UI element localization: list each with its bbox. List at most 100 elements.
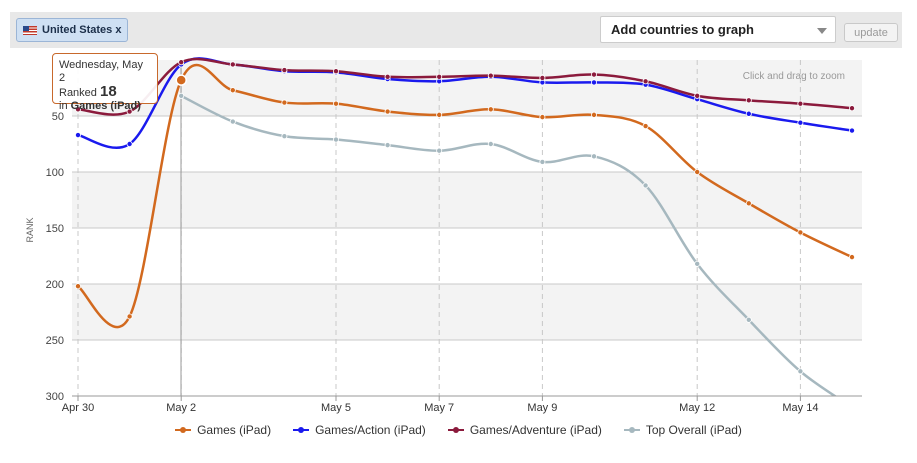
- data-point[interactable]: [281, 67, 288, 74]
- country-chip-united-states[interactable]: United States x: [16, 18, 129, 42]
- update-button[interactable]: update: [844, 23, 898, 42]
- x-tick-label: May 12: [679, 402, 715, 414]
- data-point[interactable]: [126, 313, 133, 320]
- tooltip-date: Wednesday, May 2: [59, 59, 143, 84]
- legend-label: Games/Action (iPad): [315, 423, 426, 437]
- data-point[interactable]: [487, 140, 494, 147]
- data-point[interactable]: [849, 254, 856, 261]
- data-point[interactable]: [539, 114, 546, 121]
- data-point[interactable]: [75, 283, 82, 290]
- data-point[interactable]: [126, 140, 133, 147]
- legend-item[interactable]: Games/Adventure (iPad): [447, 423, 602, 437]
- data-point[interactable]: [745, 110, 752, 117]
- data-point[interactable]: [745, 200, 752, 207]
- chart-legend: Games (iPad) Games/Action (iPad) Games/Adv…: [0, 423, 917, 437]
- legend-label: Games/Adventure (iPad): [469, 423, 602, 437]
- data-point[interactable]: [75, 106, 82, 113]
- hover-point: [175, 74, 187, 86]
- data-point[interactable]: [642, 123, 649, 130]
- x-tick-label: May 14: [782, 402, 818, 414]
- plot-band: [72, 172, 862, 228]
- plot-band: [72, 284, 862, 340]
- data-point[interactable]: [384, 142, 391, 149]
- x-tick-label: May 2: [166, 402, 196, 414]
- data-point[interactable]: [797, 100, 804, 107]
- data-point[interactable]: [591, 71, 598, 78]
- series-top-overall-ipad[interactable]: [178, 92, 852, 407]
- tooltip-ranked-label: Ranked: [59, 87, 97, 99]
- y-tick-label: 100: [46, 167, 64, 179]
- data-point[interactable]: [75, 132, 82, 139]
- data-point[interactable]: [281, 133, 288, 140]
- legend-item[interactable]: Games (iPad): [175, 423, 271, 437]
- data-point[interactable]: [384, 108, 391, 115]
- data-point[interactable]: [591, 79, 598, 86]
- legend-marker-icon: [293, 426, 310, 434]
- legend-label: Top Overall (iPad): [645, 423, 742, 437]
- legend-item[interactable]: Games/Action (iPad): [293, 423, 426, 437]
- filter-bar: United States x Add countries to graph u…: [10, 12, 902, 48]
- data-point[interactable]: [849, 105, 856, 112]
- plot-band: [72, 116, 862, 172]
- data-point[interactable]: [745, 316, 752, 323]
- plot-band: [72, 228, 862, 284]
- legend-item[interactable]: Top Overall (iPad): [623, 423, 742, 437]
- x-tick-labels: Apr 30 May 2 May 5 May 7 May 9 May 12 May 14: [62, 402, 819, 414]
- add-countries-select[interactable]: Add countries to graph: [600, 16, 836, 43]
- data-point[interactable]: [849, 127, 856, 134]
- series-games-ipad[interactable]: [75, 63, 856, 329]
- data-point[interactable]: [745, 97, 752, 104]
- data-point[interactable]: [229, 61, 236, 68]
- data-point[interactable]: [229, 118, 236, 125]
- y-tick-labels: 50 100 150 200 250 300: [46, 111, 64, 403]
- data-point[interactable]: [642, 78, 649, 85]
- y-tick-label: 200: [46, 279, 64, 291]
- data-point[interactable]: [642, 182, 649, 189]
- y-axis-label: RANK: [25, 217, 35, 242]
- tooltip-category: Games (iPad): [70, 100, 141, 112]
- data-point[interactable]: [591, 111, 598, 118]
- data-point[interactable]: [797, 368, 804, 375]
- legend-marker-icon: [175, 426, 192, 434]
- chevron-down-icon: [817, 28, 827, 34]
- legend-marker-icon: [447, 426, 464, 434]
- data-point[interactable]: [229, 87, 236, 94]
- series-lines: [75, 57, 856, 407]
- data-point[interactable]: [539, 74, 546, 81]
- y-tick-label: 50: [52, 111, 64, 123]
- data-point[interactable]: [436, 111, 443, 118]
- data-point[interactable]: [178, 59, 185, 66]
- us-flag-icon: [23, 25, 37, 35]
- data-point[interactable]: [436, 147, 443, 154]
- y-tick-label: 250: [46, 335, 64, 347]
- data-point[interactable]: [384, 73, 391, 80]
- data-point[interactable]: [591, 153, 598, 160]
- tooltip: Wednesday, May 2 Ranked 18 in Games (iPa…: [52, 53, 158, 112]
- add-countries-select-value: Add countries to graph: [611, 22, 754, 37]
- data-point[interactable]: [126, 108, 133, 115]
- data-point[interactable]: [487, 72, 494, 79]
- data-point[interactable]: [178, 92, 185, 99]
- data-point[interactable]: [332, 68, 339, 75]
- country-chip-label: United States x: [42, 24, 122, 36]
- data-point[interactable]: [332, 100, 339, 107]
- zoom-hint: Click and drag to zoom: [743, 71, 845, 82]
- data-point[interactable]: [797, 119, 804, 126]
- data-point[interactable]: [436, 73, 443, 80]
- x-tick-label: May 7: [424, 402, 454, 414]
- plot-bands: [72, 60, 862, 396]
- data-point[interactable]: [694, 92, 701, 99]
- data-point[interactable]: [539, 158, 546, 165]
- legend-label: Games (iPad): [197, 423, 272, 437]
- data-point[interactable]: [694, 168, 701, 175]
- data-point[interactable]: [797, 229, 804, 236]
- y-tick-label: 150: [46, 223, 64, 235]
- series-games-adventure-ipad[interactable]: [75, 57, 856, 116]
- data-point[interactable]: [487, 106, 494, 113]
- rank-chart[interactable]: 50 100 150 200 250 300 Apr 30 May 2 May 5 May 7 M…: [0, 0, 917, 420]
- data-point[interactable]: [332, 136, 339, 143]
- x-tick-label: May 5: [321, 402, 351, 414]
- legend-marker-icon: [623, 426, 640, 434]
- data-point[interactable]: [694, 260, 701, 267]
- data-point[interactable]: [281, 99, 288, 106]
